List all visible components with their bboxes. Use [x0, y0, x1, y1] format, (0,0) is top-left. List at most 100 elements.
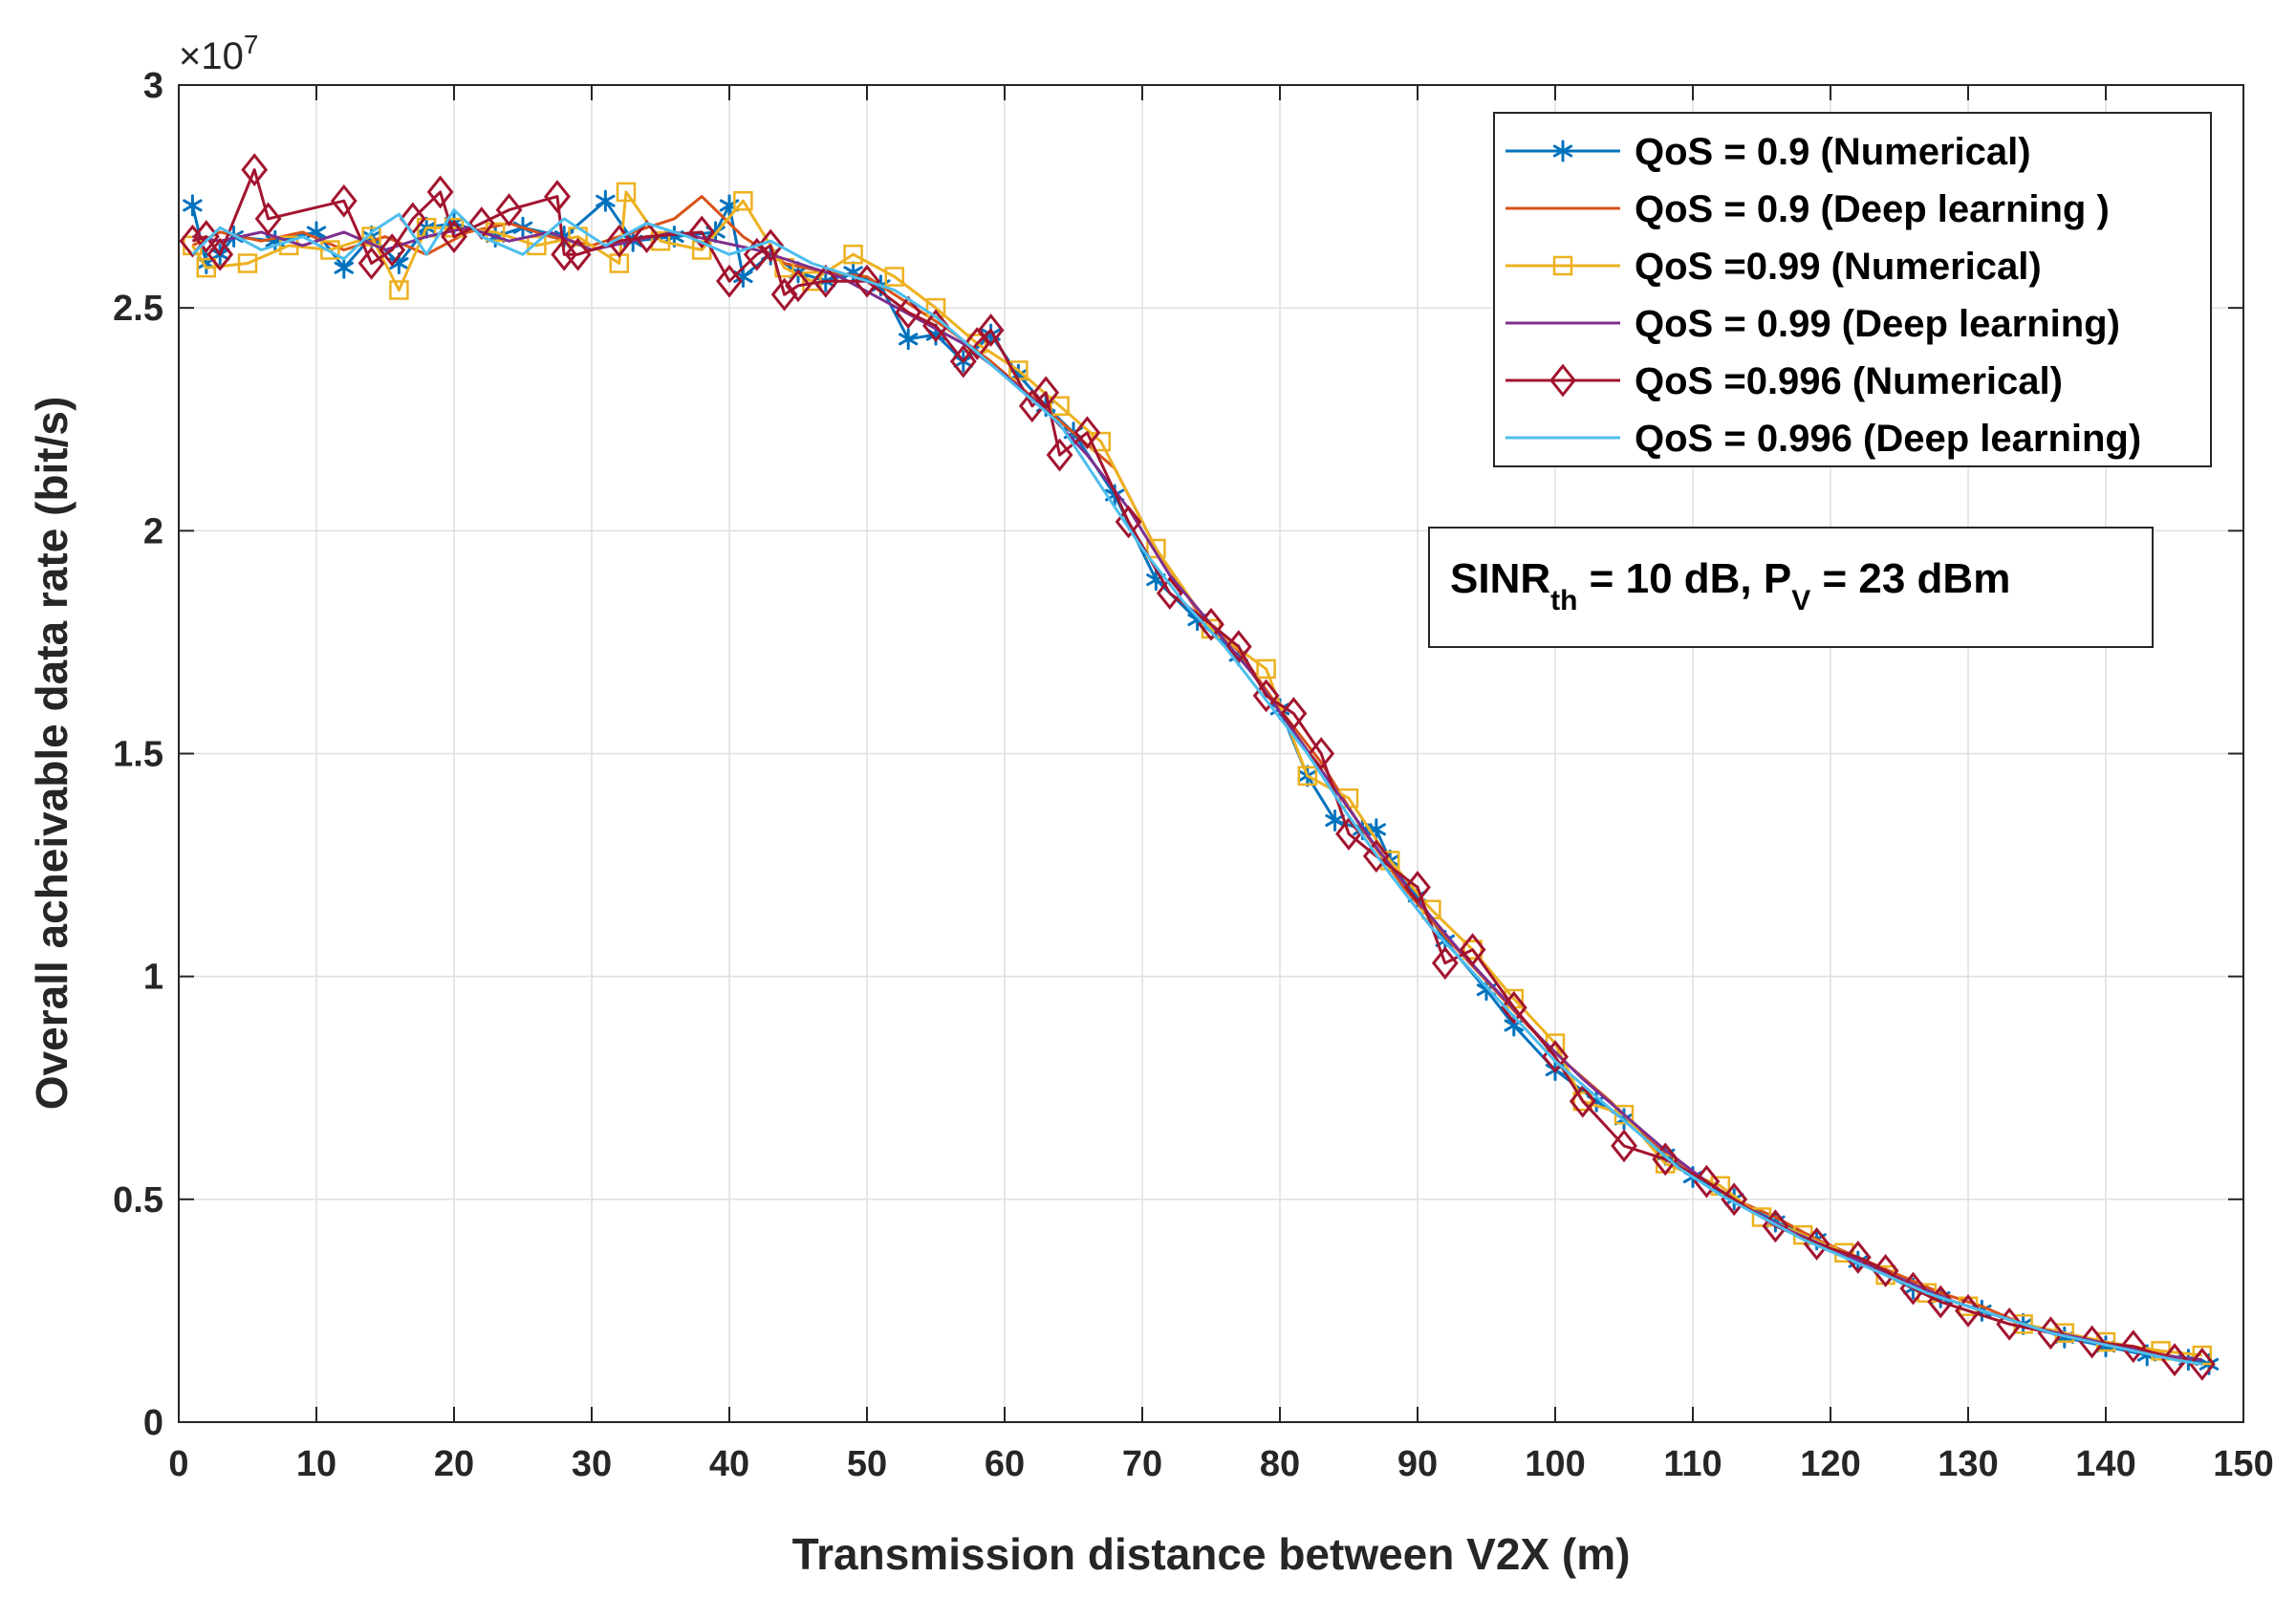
data-point [812, 264, 839, 298]
x-tick-label: 80 [1260, 1444, 1300, 1484]
data-point [1569, 1084, 1596, 1118]
data-point [1572, 1091, 1593, 1112]
legend-entry-qos-0-99-numerical: QoS =0.99 (Numerical) [1505, 246, 2042, 288]
data-point [743, 237, 770, 271]
data-point [183, 194, 203, 217]
y-axis-exponent: ×107 [179, 30, 258, 77]
y-tick-label: 0 [143, 1403, 163, 1443]
data-point [2119, 1329, 2147, 1364]
x-tick-label: 30 [572, 1444, 612, 1484]
data-point [650, 230, 671, 251]
series-qos-0-996-deep-learning [191, 208, 2203, 1366]
data-point [1156, 576, 1183, 611]
data-point [379, 233, 406, 267]
data-point [1803, 1227, 1830, 1261]
data-point [949, 344, 977, 378]
data-point [1996, 1307, 2024, 1341]
asterisk-stroke [334, 261, 354, 274]
data-point [1362, 839, 1390, 874]
asterisk-stroke [1325, 813, 1345, 827]
data-point [357, 247, 385, 280]
x-tick-label: 70 [1122, 1444, 1162, 1484]
x-tick-label: 130 [1938, 1444, 1998, 1484]
data-point [1693, 1164, 1721, 1198]
data-point [1256, 659, 1276, 680]
y-tick-label: 3 [143, 66, 163, 106]
x-tick-label: 150 [2213, 1444, 2273, 1484]
data-point [1325, 809, 1345, 831]
data-point [1500, 990, 1527, 1025]
data-point [785, 269, 812, 303]
data-point [1224, 630, 1252, 663]
data-point [441, 220, 467, 253]
y-axis-label: Overall acheivable data rate (bit/s) [27, 397, 76, 1111]
data-point [1073, 416, 1101, 450]
data-point [495, 193, 523, 227]
legend-box [1493, 112, 2212, 467]
x-tick-label: 100 [1525, 1444, 1585, 1484]
data-point [334, 256, 354, 279]
legend: QoS = 0.9 (Numerical) QoS = 0.9 (Deep lea… [1493, 112, 2212, 467]
data-point [977, 313, 1005, 347]
data-point [2037, 1316, 2065, 1350]
x-tick-label: 20 [434, 1444, 474, 1484]
data-point [1050, 396, 1070, 417]
data-point [2078, 1325, 2106, 1359]
asterisk-stroke [1552, 144, 1573, 158]
x-tick-label: 90 [1397, 1444, 1438, 1484]
data-point [884, 267, 905, 287]
x-tick-label: 10 [296, 1444, 336, 1484]
data-point [716, 264, 743, 298]
data-point [278, 235, 299, 256]
data-point [1652, 1142, 1679, 1177]
data-point [1872, 1254, 1899, 1287]
legend-entries: QoS = 0.9 (Numerical) QoS = 0.9 (Deep lea… [1505, 131, 2141, 460]
x-tick-label: 140 [2075, 1444, 2135, 1484]
annotation-box: SINRth = 10 dB, PV = 23 dBm [1428, 527, 2154, 648]
legend-label: QoS = 0.9 (Numerical) [1635, 131, 2031, 173]
data-point [633, 220, 661, 253]
asterisk-stroke [899, 333, 919, 346]
x-tick-label: 120 [1800, 1444, 1860, 1484]
data-point [854, 264, 880, 298]
data-point [237, 253, 258, 273]
annotation-text: SINRth = 10 dB, PV = 23 dBm [1450, 555, 2010, 616]
x-tick-label: 110 [1663, 1444, 1722, 1484]
data-point [596, 189, 616, 212]
data-point [426, 175, 454, 209]
data-point [330, 184, 357, 218]
data-point [241, 153, 269, 187]
x-axis-label: Transmission distance between V2X (m) [792, 1529, 1631, 1579]
data-point [527, 235, 547, 256]
data-point [1955, 1294, 1982, 1328]
y-tick-label: 1.5 [113, 735, 163, 775]
x-tick-label: 50 [847, 1444, 887, 1484]
data-point [196, 257, 217, 278]
data-point [605, 224, 633, 258]
asterisk-stroke [596, 194, 616, 207]
data-point [1721, 1182, 1748, 1217]
data-point [733, 190, 753, 211]
legend-label: QoS = 0.9 (Deep learning ) [1635, 188, 2110, 230]
x-tick-label: 60 [985, 1444, 1025, 1484]
data-point [895, 295, 922, 330]
y-tick-label: 1 [143, 958, 163, 998]
data-point [1462, 939, 1483, 960]
data-point [1404, 870, 1431, 904]
legend-entry-qos-0-99-deep-learning: QoS = 0.99 (Deep learning) [1505, 303, 2120, 345]
series-line [191, 208, 2203, 1366]
asterisk-stroke [183, 199, 203, 212]
data-point [2188, 1347, 2216, 1381]
y-tick-label: 2.5 [113, 289, 163, 329]
x-tick-label: 40 [709, 1444, 749, 1484]
data-point [544, 180, 571, 213]
legend-label: QoS = 0.99 (Deep learning) [1635, 303, 2120, 345]
asterisk-stroke [389, 257, 409, 270]
y-tick-label: 2 [143, 511, 163, 551]
data-point [757, 228, 785, 263]
legend-entry-qos-0-996-deep-learning: QoS = 0.996 (Deep learning) [1505, 418, 2141, 460]
data-point [2161, 1343, 2188, 1377]
axis-ticks: 0 10 20 30 40 50 60 70 80 90 100 110 120 130 140 150 0 0.… [113, 66, 2274, 1484]
data-point [770, 277, 798, 312]
